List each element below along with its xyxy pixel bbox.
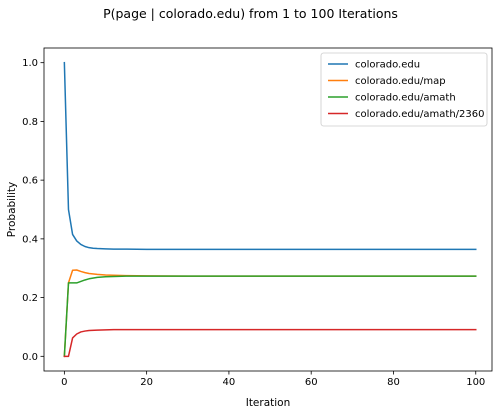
x-tick-label: 40 [223, 377, 236, 388]
y-tick-label: 0.4 [22, 234, 38, 245]
series-lines [63, 61, 477, 358]
series-line-1 [63, 61, 477, 251]
x-tick-label: 60 [305, 377, 318, 388]
legend-box [320, 52, 488, 127]
legend: colorado.edu colorado.edu/map colorado.edu… [320, 52, 488, 127]
plot-frame [43, 47, 493, 372]
legend-label: colorado.edu/amath [355, 93, 456, 104]
y-tick-label: 0.6 [22, 176, 38, 187]
y-tick-label: 1.0 [22, 58, 38, 69]
x-axis-label: Iteration [246, 397, 291, 409]
series-line-3 [63, 275, 477, 358]
y-tick-label: 0.2 [22, 293, 38, 304]
x-tick-label: 20 [140, 377, 153, 388]
y-axis-label: Probability [6, 182, 18, 238]
legend-label: colorado.edu [355, 60, 420, 71]
legend-label: colorado.edu/map [355, 76, 446, 87]
x-tick-label: 80 [387, 377, 400, 388]
y-tick-label: 0.8 [22, 117, 38, 128]
series-line-4 [63, 328, 477, 358]
x-tick-label: 0 [61, 377, 67, 388]
legend-label: colorado.edu/amath/2360 [355, 109, 485, 120]
chart-title: P(page | colorado.edu) from 1 to 100 Ite… [103, 6, 398, 21]
series-line-2 [63, 269, 477, 358]
y-tick-label: 0.0 [22, 352, 38, 363]
axis-ticks: 0 20 40 60 80 100 0.0 0.2 0.4 0.6 0.8 1.0 [22, 58, 485, 388]
x-tick-label: 100 [466, 377, 485, 388]
